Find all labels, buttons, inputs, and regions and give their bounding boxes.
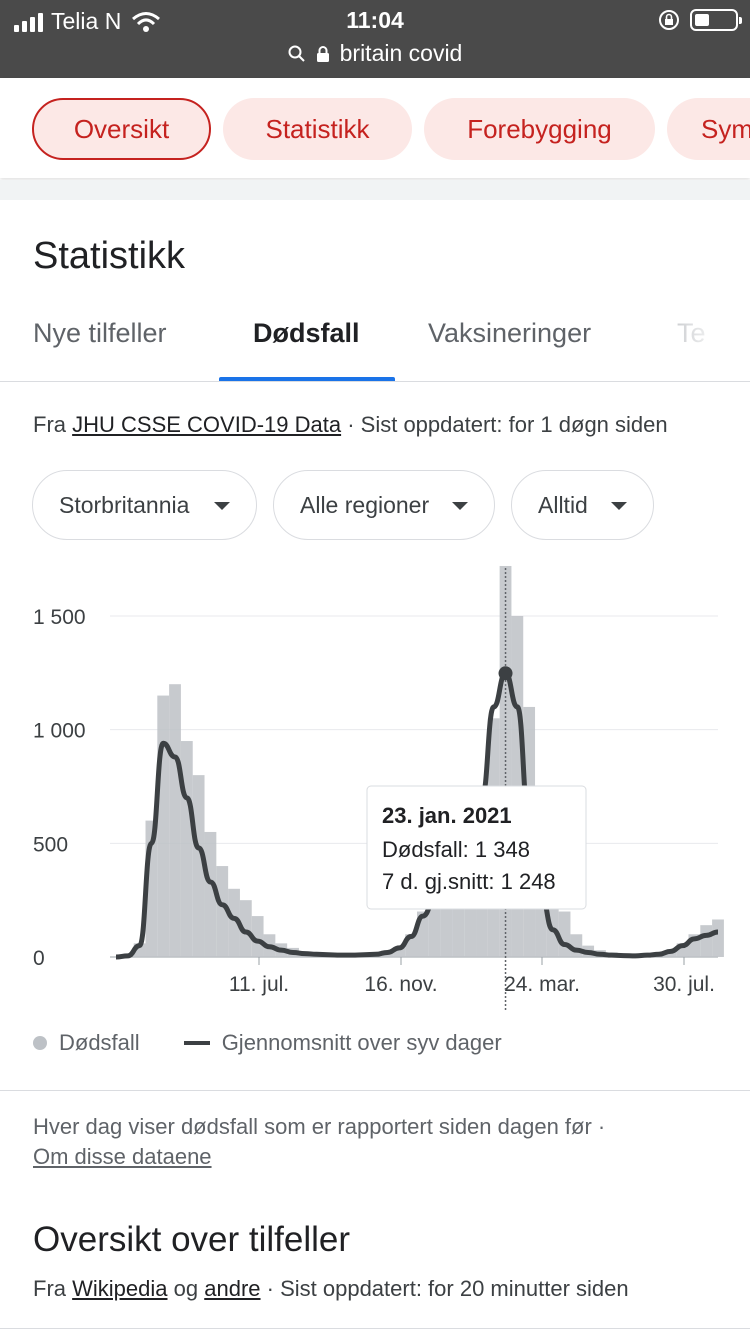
bar bbox=[133, 943, 146, 957]
tab-nye-tilfeller[interactable]: Nye tilfeller bbox=[33, 318, 167, 348]
bar bbox=[393, 947, 406, 957]
filter-country[interactable]: Storbritannia bbox=[32, 470, 257, 540]
x-tick-label: 16. nov. bbox=[364, 973, 437, 996]
bar bbox=[192, 775, 205, 957]
others-link[interactable]: andre bbox=[204, 1276, 261, 1301]
clock: 11:04 bbox=[346, 7, 404, 33]
dropdown-arrow-icon bbox=[611, 502, 627, 510]
source-suffix: · Sist oppdatert: for 1 døgn siden bbox=[347, 412, 668, 437]
chip-oversikt[interactable]: Oversikt bbox=[32, 98, 211, 160]
x-tick-label: 24. mar. bbox=[504, 973, 580, 996]
bar bbox=[676, 943, 689, 957]
chip-statistikk[interactable]: Statistikk bbox=[223, 98, 412, 160]
source-link[interactable]: JHU CSSE COVID-19 Data bbox=[72, 412, 342, 437]
legend-line-swatch bbox=[183, 1041, 210, 1045]
bar bbox=[405, 934, 417, 957]
section-separator bbox=[0, 180, 750, 200]
lock-icon bbox=[316, 45, 329, 62]
deaths-chart[interactable]: 0 500 1 000 1 500 11. jul. 16. nov. 24. mar. 30… bbox=[0, 560, 750, 1020]
bar bbox=[216, 866, 229, 957]
bar bbox=[145, 820, 158, 957]
tooltip-point bbox=[498, 666, 513, 681]
filter-time-label: Alltid bbox=[538, 491, 588, 518]
bar bbox=[417, 911, 429, 957]
bar bbox=[546, 877, 559, 957]
footnote: Hver dag viser dødsfall som er rapporter… bbox=[33, 1112, 723, 1172]
legend-bars-label: Dødsfall bbox=[59, 1030, 140, 1055]
bar bbox=[239, 900, 252, 957]
tooltip-date: 23. jan. 2021 bbox=[382, 803, 512, 828]
source-prefix: Fra bbox=[33, 412, 66, 437]
status-right bbox=[658, 9, 742, 31]
tooltip-average: 7 d. gj.snitt: 1 248 bbox=[382, 869, 556, 894]
series-line bbox=[115, 670, 719, 960]
data-source: Fra JHU CSSE COVID-19 Data · Sist oppdat… bbox=[33, 412, 668, 438]
filter-time[interactable]: Alltid bbox=[511, 470, 654, 540]
browser-chrome: Telia N 11:04 britain covid bbox=[0, 0, 750, 78]
dropdown-arrow-icon bbox=[214, 502, 230, 510]
y-tick-label: 500 bbox=[33, 833, 68, 856]
tab-dodsfall[interactable]: Dødsfall bbox=[253, 318, 360, 348]
search-icon bbox=[288, 45, 305, 62]
y-tick-label: 0 bbox=[33, 947, 45, 970]
section-title: Oversikt over tilfeller bbox=[33, 1220, 351, 1259]
bar bbox=[558, 911, 571, 957]
filter-region[interactable]: Alle regioner bbox=[273, 470, 495, 540]
chart-legend: Dødsfall Gjennomsnitt over syv dager bbox=[33, 1030, 502, 1056]
chip-forebygging[interactable]: Forebygging bbox=[424, 98, 655, 160]
address-bar[interactable]: britain covid bbox=[0, 40, 750, 67]
y-tick-label: 1 000 bbox=[33, 720, 86, 743]
overview-source: Fra Wikipedia og andre · Sist oppdatert:… bbox=[33, 1276, 629, 1302]
battery-icon bbox=[690, 9, 742, 31]
overview-source-suffix: · Sist oppdatert: for 20 minutter siden bbox=[266, 1276, 629, 1301]
chip-symptomer[interactable]: Sym bbox=[667, 98, 750, 160]
bar bbox=[688, 934, 701, 957]
filter-country-label: Storbritannia bbox=[59, 491, 190, 518]
tab-vaksineringer[interactable]: Vaksineringer bbox=[428, 318, 592, 348]
page-title: Statistikk bbox=[33, 235, 186, 277]
carrier-group: Telia N bbox=[14, 8, 161, 35]
bar bbox=[228, 888, 240, 957]
rotation-lock-icon bbox=[659, 10, 679, 30]
wifi-icon bbox=[132, 11, 161, 32]
tooltip-box bbox=[366, 785, 587, 910]
footnote-text: Hver dag viser dødsfall som er rapporter… bbox=[33, 1114, 606, 1139]
bar bbox=[169, 684, 181, 957]
filter-region-label: Alle regioner bbox=[300, 491, 430, 518]
about-data-link[interactable]: Om disse dataene bbox=[33, 1144, 212, 1169]
stat-tabs: Nye tilfeller Dødsfall Vaksineringer Te bbox=[0, 300, 750, 382]
bar bbox=[428, 888, 441, 957]
tooltip-deaths: Dødsfall: 1 348 bbox=[382, 837, 530, 862]
bar bbox=[700, 925, 713, 957]
overview-source-prefix: Fra bbox=[33, 1276, 66, 1301]
x-tick-label: 30. jul. bbox=[653, 973, 715, 996]
carrier-name: Telia N bbox=[51, 8, 122, 34]
bar bbox=[712, 919, 724, 957]
bar bbox=[157, 695, 170, 957]
legend-bars-swatch bbox=[33, 1036, 47, 1050]
tab-fade bbox=[670, 300, 750, 380]
status-bar: Telia N 11:04 bbox=[0, 0, 750, 42]
wikipedia-link[interactable]: Wikipedia bbox=[72, 1276, 168, 1301]
bar bbox=[251, 916, 264, 957]
bar bbox=[180, 741, 193, 957]
overview-source-mid: og bbox=[173, 1276, 199, 1301]
divider bbox=[0, 1090, 750, 1091]
divider bbox=[0, 1328, 750, 1329]
topic-chips: Oversikt Statistikk Forebygging Sym bbox=[0, 78, 750, 178]
signal-icon bbox=[14, 12, 43, 32]
bar bbox=[204, 831, 217, 957]
url-text: britain covid bbox=[339, 40, 463, 66]
active-tab-indicator bbox=[219, 377, 395, 381]
dropdown-arrow-icon bbox=[452, 502, 468, 510]
x-tick-label: 11. jul. bbox=[229, 973, 289, 996]
legend-line-label: Gjennomsnitt over syv dager bbox=[221, 1030, 502, 1055]
y-tick-label: 1 500 bbox=[33, 606, 86, 629]
bar bbox=[570, 934, 583, 957]
